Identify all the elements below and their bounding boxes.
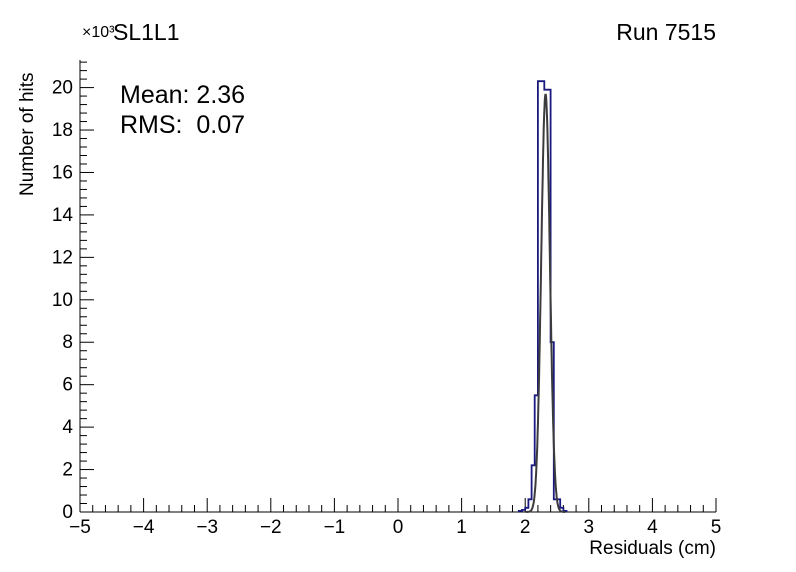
y-tick-label: 6 <box>62 375 73 396</box>
y-axis-title: Number of hits <box>17 72 38 196</box>
x-tick-label: −3 <box>196 517 218 538</box>
x-axis-title: Residuals (cm) <box>589 538 716 559</box>
x-tick-label: 3 <box>584 517 595 538</box>
fit-curve <box>526 93 565 513</box>
y-tick-label: 12 <box>52 247 73 268</box>
x-tick-label: −1 <box>324 517 346 538</box>
y-tick-label: 4 <box>62 417 73 438</box>
y-tick-label: 14 <box>52 205 74 226</box>
x-tick-label: 2 <box>520 517 531 538</box>
x-tick-label: −2 <box>260 517 282 538</box>
y-tick-label: 16 <box>52 162 73 183</box>
y-tick-label: 2 <box>62 460 73 481</box>
stats-mean-text: Mean: 2.36 <box>120 81 245 109</box>
x-tick-label: 0 <box>393 517 404 538</box>
x-tick-label: −5 <box>69 517 91 538</box>
x-tick-label: −4 <box>133 517 155 538</box>
plot-title: SL1L1 <box>113 19 180 45</box>
x-tick-label: 4 <box>647 517 658 538</box>
y-tick-label: 20 <box>52 78 73 99</box>
y-tick-label: 18 <box>52 120 73 141</box>
x-tick-label: 5 <box>711 517 722 538</box>
y-axis-exponent-label: ×10³ <box>82 24 115 41</box>
y-tick-label: 10 <box>52 290 73 311</box>
x-tick-label: 1 <box>456 517 467 538</box>
y-tick-label: 0 <box>62 502 73 523</box>
histogram-line <box>517 80 568 512</box>
stats-rms-text: RMS: 0.07 <box>120 111 245 139</box>
run-label: Run 7515 <box>616 19 716 45</box>
y-tick-label: 8 <box>62 332 73 353</box>
